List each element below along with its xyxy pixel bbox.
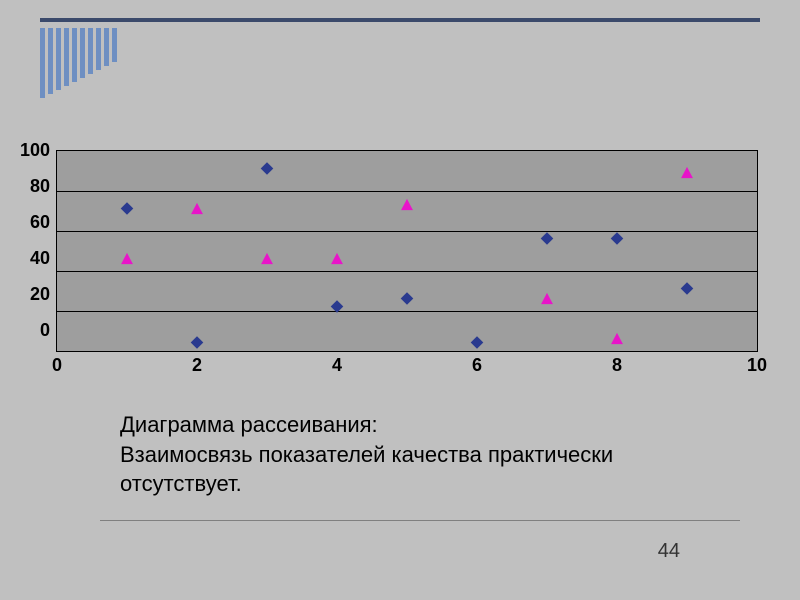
marker-series1 — [260, 162, 274, 181]
y-tick-label: 40 — [30, 248, 50, 268]
chart-caption: Диаграмма рассеивания: Взаимосвязь показ… — [120, 410, 740, 499]
marker-series1 — [610, 232, 624, 251]
marker-series1 — [540, 232, 554, 251]
page-number: 44 — [658, 540, 680, 563]
marker-series2 — [260, 252, 274, 271]
x-tick-label: 0 — [52, 355, 62, 376]
x-tick-label: 6 — [472, 355, 482, 376]
y-tick-label: 80 — [30, 176, 50, 196]
x-tick-label: 4 — [332, 355, 342, 376]
marker-series2 — [190, 202, 204, 221]
marker-series2 — [330, 252, 344, 271]
bottom-rule — [100, 520, 740, 521]
y-tick-label: 100 — [20, 140, 50, 160]
marker-series2 — [610, 332, 624, 351]
caption-line-1: Диаграмма рассеивания: — [120, 410, 740, 440]
x-tick-label: 2 — [192, 355, 202, 376]
decor-stripes — [40, 28, 117, 98]
y-tick-label: 20 — [30, 284, 50, 304]
y-tick-label: 0 — [40, 320, 50, 340]
x-tick-label: 8 — [612, 355, 622, 376]
marker-series1 — [330, 300, 344, 319]
marker-series1 — [680, 282, 694, 301]
scatter-chart: 100806040200 0246810 — [20, 150, 780, 352]
y-tick-label: 60 — [30, 212, 50, 232]
gridline — [57, 231, 757, 232]
marker-series1 — [120, 202, 134, 221]
gridline — [57, 311, 757, 312]
x-tick-label: 10 — [747, 355, 767, 376]
marker-series2 — [540, 292, 554, 311]
marker-series2 — [680, 166, 694, 185]
x-axis-labels: 0246810 — [57, 351, 757, 381]
gridline — [57, 271, 757, 272]
marker-series1 — [470, 336, 484, 355]
caption-line-2: Взаимосвязь показателей качества практич… — [120, 440, 740, 499]
marker-series2 — [120, 252, 134, 271]
y-axis-labels: 100 80 60 40 20 0 — [20, 140, 56, 340]
marker-series1 — [190, 336, 204, 355]
top-rule — [40, 18, 760, 22]
gridline — [57, 191, 757, 192]
marker-series1 — [400, 292, 414, 311]
marker-series2 — [400, 198, 414, 217]
plot-area: 0246810 — [56, 150, 758, 352]
